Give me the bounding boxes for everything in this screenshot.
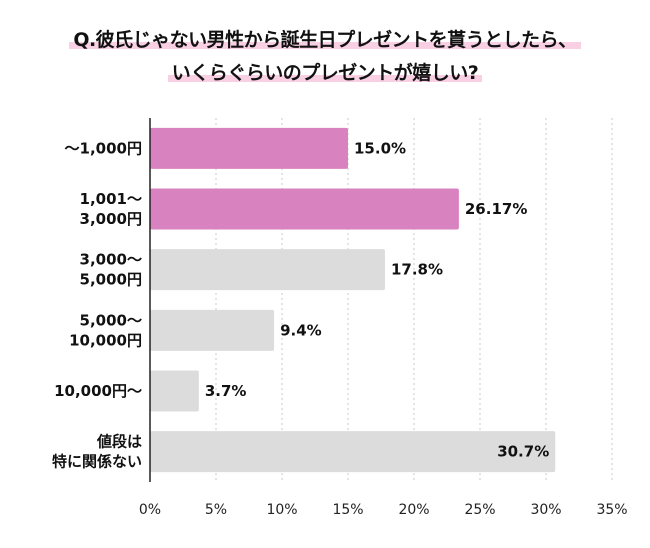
category-label-1-0: 1,001〜 <box>80 190 142 208</box>
category-label-2-0: 3,000〜 <box>80 251 142 269</box>
chart-title-line-2: いくらぐらいのプレゼントが嬉しい? <box>0 61 650 85</box>
category-label-3-1: 10,000円 <box>69 331 142 349</box>
category-label-1-1: 3,000円 <box>80 210 142 228</box>
x-tick-label-20: 20% <box>398 502 429 518</box>
value-label-5: 30.7% <box>497 443 549 461</box>
bar-4 <box>150 370 199 412</box>
bar-0 <box>150 127 348 169</box>
x-tick-label-35: 35% <box>596 502 627 518</box>
chart-title-line-2-text: いくらぐらいのプレゼントが嬉しい? <box>167 62 483 84</box>
x-tick-label-30: 30% <box>530 502 561 518</box>
category-label-5-0: 値段は <box>96 433 142 451</box>
x-tick-label-15: 15% <box>332 502 363 518</box>
bar-2 <box>150 249 385 291</box>
bar-3 <box>150 309 275 351</box>
value-label-0: 15.0% <box>354 139 406 157</box>
bar-1 <box>150 188 459 230</box>
x-tick-label-0: 0% <box>139 502 161 518</box>
value-label-3: 9.4% <box>280 321 322 339</box>
category-label-3-0: 5,000〜 <box>80 311 142 329</box>
value-label-4: 3.7% <box>205 382 247 400</box>
category-label-2-1: 5,000円 <box>80 271 142 289</box>
bar-5 <box>150 431 556 473</box>
x-tick-label-10: 10% <box>266 502 297 518</box>
value-label-1: 26.17% <box>465 200 527 218</box>
category-label-5-1: 特に関係ない <box>52 453 142 471</box>
x-tick-label-25: 25% <box>464 502 495 518</box>
chart-title-line-1-text: Q.彼氏じゃない男性から誕生日プレゼントを貰うとしたら、 <box>69 29 581 51</box>
category-label-0-0: 〜1,000円 <box>65 139 142 157</box>
x-tick-label-5: 5% <box>205 502 227 518</box>
chart-title-line-1: Q.彼氏じゃない男性から誕生日プレゼントを貰うとしたら、 <box>0 28 650 52</box>
category-label-4-0: 10,000円〜 <box>54 382 142 400</box>
value-label-2: 17.8% <box>391 261 443 279</box>
